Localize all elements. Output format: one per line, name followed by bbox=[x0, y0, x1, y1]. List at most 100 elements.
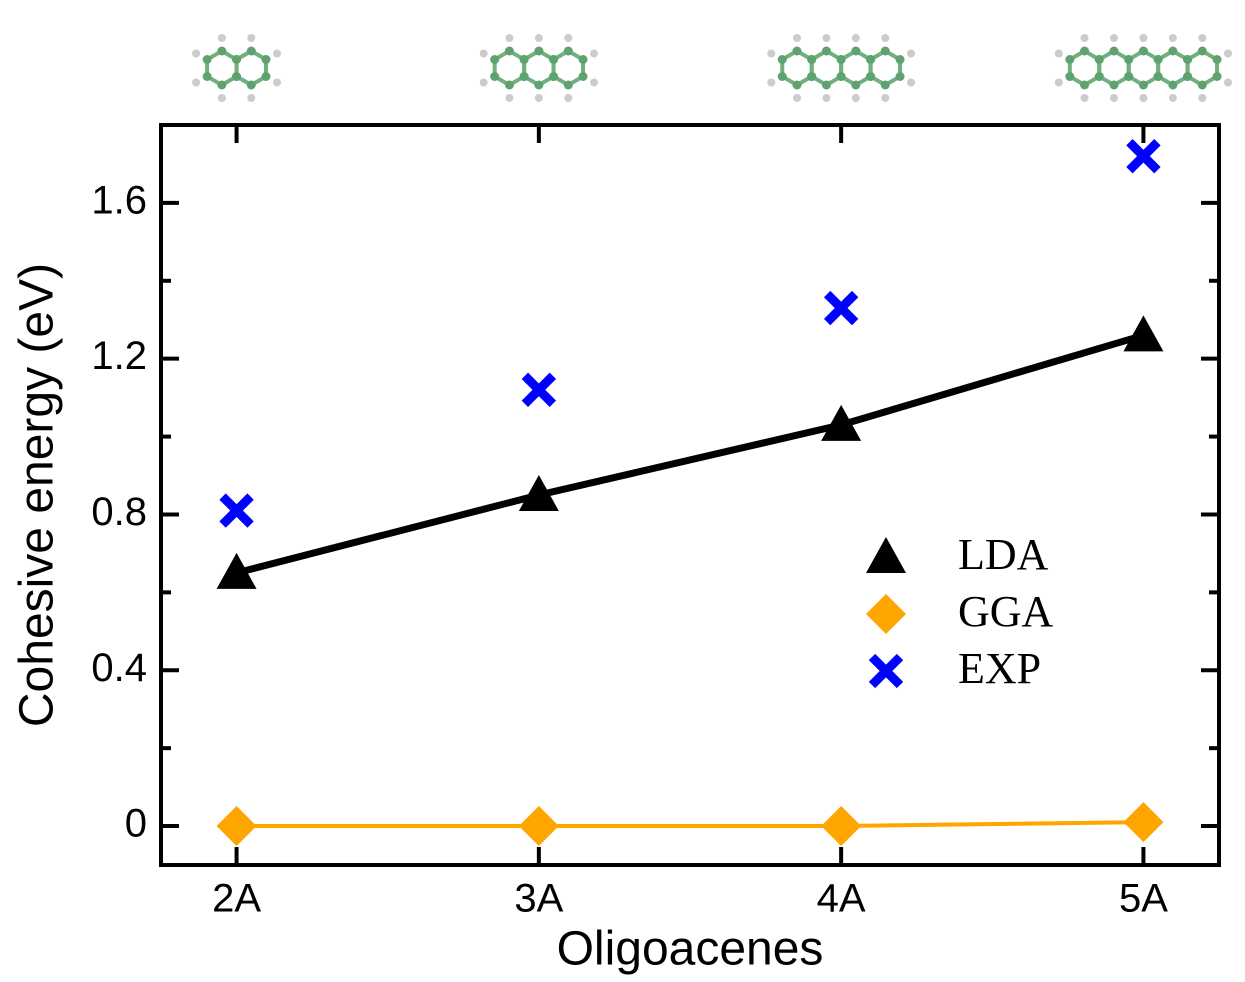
hydrogen bbox=[1139, 94, 1147, 102]
carbon bbox=[881, 81, 890, 90]
hydrogen bbox=[1224, 79, 1232, 87]
hydrogen bbox=[218, 94, 226, 102]
carbon bbox=[1080, 81, 1089, 90]
ring bbox=[524, 51, 553, 85]
ring bbox=[495, 51, 524, 85]
carbon bbox=[896, 72, 905, 81]
carbon bbox=[1065, 55, 1074, 64]
triangle-marker bbox=[1123, 315, 1163, 351]
carbon bbox=[505, 81, 514, 90]
legend-label: EXP bbox=[958, 644, 1041, 693]
carbon bbox=[1154, 72, 1163, 81]
hydrogen bbox=[273, 79, 281, 87]
molecule bbox=[1055, 34, 1232, 102]
hydrogen bbox=[247, 34, 255, 42]
carbon bbox=[1124, 55, 1133, 64]
ring bbox=[812, 51, 841, 85]
carbon bbox=[203, 72, 212, 81]
hydrogen bbox=[1198, 94, 1206, 102]
carbon bbox=[1213, 55, 1222, 64]
hydrogen bbox=[535, 94, 543, 102]
carbon bbox=[896, 55, 905, 64]
hydrogen bbox=[1081, 34, 1089, 42]
ring bbox=[1188, 51, 1217, 85]
carbon bbox=[1154, 55, 1163, 64]
carbon bbox=[1095, 72, 1104, 81]
carbon bbox=[549, 72, 558, 81]
carbon bbox=[1213, 72, 1222, 81]
x-marker bbox=[223, 497, 251, 525]
hydrogen bbox=[1055, 79, 1063, 87]
carbon bbox=[505, 47, 514, 56]
carbon bbox=[792, 47, 801, 56]
hydrogen bbox=[881, 34, 889, 42]
y-axis-title: Cohesive energy (eV) bbox=[11, 263, 64, 727]
hydrogen bbox=[822, 34, 830, 42]
carbon bbox=[579, 55, 588, 64]
carbon bbox=[579, 72, 588, 81]
carbon bbox=[807, 72, 816, 81]
carbon bbox=[564, 81, 573, 90]
y-tick-label: 0 bbox=[125, 802, 147, 846]
carbon bbox=[837, 72, 846, 81]
ring bbox=[207, 51, 236, 85]
carbon bbox=[262, 55, 271, 64]
x-marker bbox=[872, 657, 900, 685]
hydrogen bbox=[480, 50, 488, 58]
carbon bbox=[881, 47, 890, 56]
carbon bbox=[866, 55, 875, 64]
carbon bbox=[1109, 47, 1118, 56]
molecule bbox=[480, 34, 598, 102]
hydrogen bbox=[881, 94, 889, 102]
x-axis-title: Oligoacenes bbox=[557, 923, 824, 976]
hydrogen bbox=[1110, 34, 1118, 42]
carbon bbox=[822, 47, 831, 56]
carbon bbox=[1183, 72, 1192, 81]
carbon bbox=[247, 81, 256, 90]
hydrogen bbox=[852, 94, 860, 102]
carbon bbox=[1198, 81, 1207, 90]
hydrogen bbox=[767, 50, 775, 58]
hydrogen bbox=[564, 94, 572, 102]
carbon bbox=[247, 47, 256, 56]
x-tick-label: 4A bbox=[817, 877, 866, 921]
hydrogen bbox=[822, 94, 830, 102]
carbon bbox=[866, 72, 875, 81]
triangle-marker bbox=[866, 537, 906, 573]
y-tick-label: 1.2 bbox=[91, 334, 147, 378]
carbon bbox=[778, 55, 787, 64]
carbon bbox=[520, 72, 529, 81]
ring bbox=[1129, 51, 1158, 85]
plot-frame bbox=[161, 125, 1219, 865]
molecule bbox=[192, 34, 281, 102]
x-marker bbox=[1129, 142, 1157, 170]
carbon bbox=[837, 55, 846, 64]
ring bbox=[237, 51, 266, 85]
hydrogen bbox=[1110, 94, 1118, 102]
plot-area: 00.40.81.21.62A3A4A5ALDAGGAEXP bbox=[91, 125, 1219, 921]
carbon bbox=[490, 55, 499, 64]
hydrogen bbox=[1139, 34, 1147, 42]
hydrogen bbox=[1169, 94, 1177, 102]
hydrogen bbox=[1198, 34, 1206, 42]
carbon bbox=[807, 55, 816, 64]
carbon bbox=[262, 72, 271, 81]
ring bbox=[1070, 51, 1099, 85]
carbon bbox=[1109, 81, 1118, 90]
hydrogen bbox=[907, 50, 915, 58]
diamond-marker bbox=[1123, 802, 1163, 842]
carbon bbox=[1198, 47, 1207, 56]
carbon bbox=[1139, 81, 1148, 90]
diamond-marker bbox=[217, 806, 257, 846]
carbon bbox=[1168, 81, 1177, 90]
carbon bbox=[1095, 55, 1104, 64]
series-line bbox=[237, 822, 1144, 826]
carbon bbox=[1139, 47, 1148, 56]
x-marker bbox=[525, 376, 553, 404]
carbon bbox=[1065, 72, 1074, 81]
carbon bbox=[232, 55, 241, 64]
hydrogen bbox=[535, 34, 543, 42]
hydrogen bbox=[852, 34, 860, 42]
ring bbox=[554, 51, 583, 85]
carbon bbox=[792, 81, 801, 90]
